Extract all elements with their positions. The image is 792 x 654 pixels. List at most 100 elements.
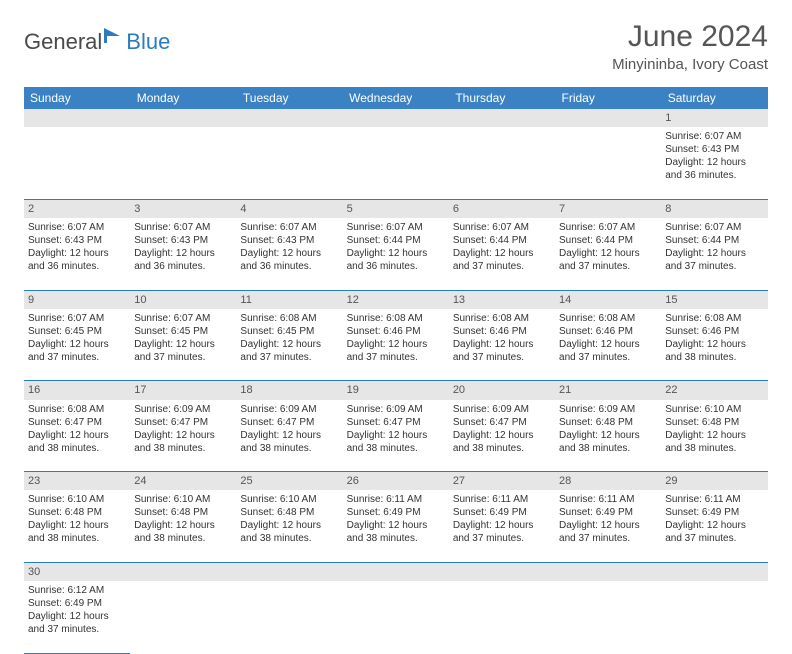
sunset-text: Sunset: 6:47 PM [240,416,338,429]
day-number-row: 30 [24,562,768,581]
daylight-text-1: Daylight: 12 hours [347,247,445,260]
day-cell: Sunrise: 6:09 AMSunset: 6:47 PMDaylight:… [236,400,342,472]
week-row: Sunrise: 6:07 AMSunset: 6:45 PMDaylight:… [24,309,768,381]
sunset-text: Sunset: 6:44 PM [665,234,763,247]
daylight-text-1: Daylight: 12 hours [240,429,338,442]
week-row: Sunrise: 6:10 AMSunset: 6:48 PMDaylight:… [24,490,768,562]
title-block: June 2024 Minyininba, Ivory Coast [612,20,768,73]
day-number-cell: 3 [130,199,236,218]
day-number-cell [236,562,342,581]
daylight-text-1: Daylight: 12 hours [559,247,657,260]
day-number-cell: 7 [555,199,661,218]
sunset-text: Sunset: 6:45 PM [28,325,126,338]
sunset-text: Sunset: 6:48 PM [134,506,232,519]
sunset-text: Sunset: 6:46 PM [453,325,551,338]
day-number: 28 [559,475,571,487]
day-number-cell: 30 [24,562,130,581]
sunrise-text: Sunrise: 6:09 AM [134,403,232,416]
day-cell: Sunrise: 6:09 AMSunset: 6:48 PMDaylight:… [555,400,661,472]
sunrise-text: Sunrise: 6:09 AM [559,403,657,416]
day-cell: Sunrise: 6:07 AMSunset: 6:43 PMDaylight:… [24,218,130,290]
day-number: 23 [28,475,40,487]
sunset-text: Sunset: 6:47 PM [28,416,126,429]
day-cell: Sunrise: 6:08 AMSunset: 6:46 PMDaylight:… [343,309,449,381]
daylight-text-2: and 38 minutes. [240,442,338,455]
day-number: 12 [347,294,359,306]
col-sunday: Sunday [24,87,130,109]
day-number: 9 [28,294,34,306]
daylight-text-2: and 38 minutes. [559,442,657,455]
sunrise-text: Sunrise: 6:08 AM [665,312,763,325]
sunrise-text: Sunrise: 6:11 AM [453,493,551,506]
day-cell: Sunrise: 6:08 AMSunset: 6:46 PMDaylight:… [449,309,555,381]
day-number: 27 [453,475,465,487]
day-cell [555,127,661,199]
day-number-cell: 18 [236,381,342,400]
weekday-header-row: Sunday Monday Tuesday Wednesday Thursday… [24,87,768,109]
sunset-text: Sunset: 6:43 PM [134,234,232,247]
daylight-text-1: Daylight: 12 hours [665,156,763,169]
day-number-cell: 14 [555,290,661,309]
daylight-text-2: and 38 minutes. [665,351,763,364]
daylight-text-1: Daylight: 12 hours [134,247,232,260]
logo-text-main: General [24,29,102,55]
sunrise-text: Sunrise: 6:08 AM [240,312,338,325]
day-number: 30 [28,566,40,578]
daylight-text-1: Daylight: 12 hours [453,247,551,260]
sunrise-text: Sunrise: 6:07 AM [28,221,126,234]
day-number-cell: 24 [130,472,236,491]
day-number-cell: 6 [449,199,555,218]
daylight-text-2: and 36 minutes. [347,260,445,273]
sunrise-text: Sunrise: 6:08 AM [28,403,126,416]
day-number-cell: 1 [661,109,767,127]
day-number: 15 [665,294,677,306]
flag-icon [104,26,126,49]
daylight-text-2: and 37 minutes. [28,623,126,636]
day-number-cell: 26 [343,472,449,491]
sunrise-text: Sunrise: 6:07 AM [559,221,657,234]
day-number-cell [343,562,449,581]
daylight-text-2: and 36 minutes. [134,260,232,273]
sunset-text: Sunset: 6:47 PM [134,416,232,429]
day-number: 11 [240,294,251,306]
daylight-text-2: and 37 minutes. [240,351,338,364]
day-number-cell [661,562,767,581]
daylight-text-1: Daylight: 12 hours [240,519,338,532]
sunrise-text: Sunrise: 6:08 AM [559,312,657,325]
week-row: Sunrise: 6:12 AMSunset: 6:49 PMDaylight:… [24,581,768,653]
day-number: 10 [134,294,146,306]
day-cell: Sunrise: 6:07 AMSunset: 6:43 PMDaylight:… [661,127,767,199]
daylight-text-1: Daylight: 12 hours [347,429,445,442]
day-cell [130,581,236,653]
day-cell [343,127,449,199]
day-number: 26 [347,475,359,487]
day-number-cell [555,109,661,127]
day-number: 20 [453,384,465,396]
day-cell: Sunrise: 6:11 AMSunset: 6:49 PMDaylight:… [343,490,449,562]
daylight-text-2: and 37 minutes. [347,351,445,364]
col-thursday: Thursday [449,87,555,109]
col-friday: Friday [555,87,661,109]
col-tuesday: Tuesday [236,87,342,109]
day-number-row: 16171819202122 [24,381,768,400]
day-number: 21 [559,384,571,396]
sunrise-text: Sunrise: 6:09 AM [347,403,445,416]
daylight-text-1: Daylight: 12 hours [347,338,445,351]
daylight-text-1: Daylight: 12 hours [347,519,445,532]
daylight-text-1: Daylight: 12 hours [665,338,763,351]
day-cell: Sunrise: 6:10 AMSunset: 6:48 PMDaylight:… [661,400,767,472]
day-cell: Sunrise: 6:09 AMSunset: 6:47 PMDaylight:… [343,400,449,472]
daylight-text-2: and 37 minutes. [453,351,551,364]
sunrise-text: Sunrise: 6:09 AM [453,403,551,416]
daylight-text-2: and 38 minutes. [28,442,126,455]
day-number: 16 [28,384,40,396]
logo: General Blue [24,26,170,57]
daylight-text-1: Daylight: 12 hours [28,338,126,351]
sunset-text: Sunset: 6:49 PM [559,506,657,519]
day-cell [343,581,449,653]
daylight-text-1: Daylight: 12 hours [559,519,657,532]
sunset-text: Sunset: 6:43 PM [28,234,126,247]
day-cell [449,127,555,199]
week-row: Sunrise: 6:07 AMSunset: 6:43 PMDaylight:… [24,218,768,290]
daylight-text-2: and 37 minutes. [665,260,763,273]
